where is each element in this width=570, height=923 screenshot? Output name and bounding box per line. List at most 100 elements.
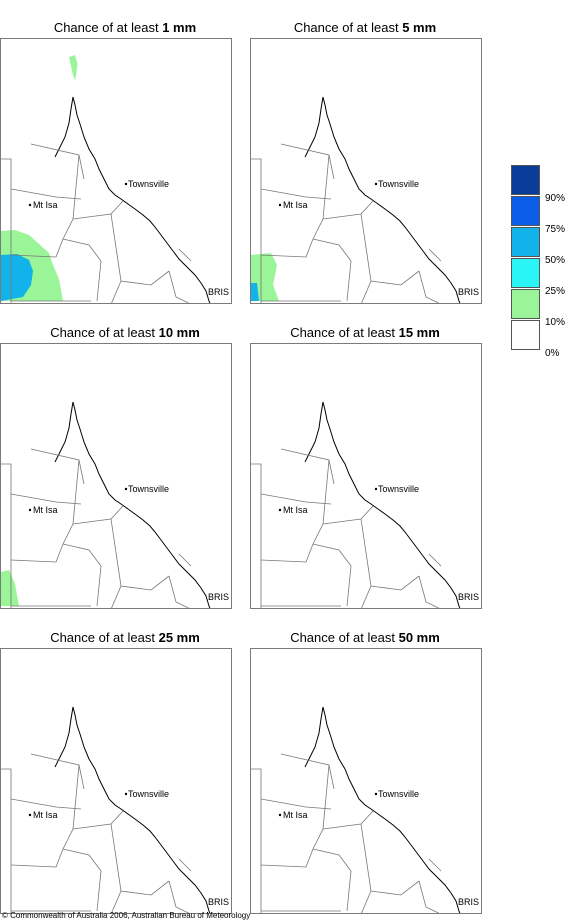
townsville-label: Townsville	[378, 484, 419, 494]
district-boundary	[178, 553, 192, 567]
coastline	[322, 706, 461, 913]
district-boundaries	[1, 753, 192, 913]
place-labels: Townsville Mt Isa BRIS	[28, 484, 229, 602]
map-frame: Townsville Mt Isa BRIS	[0, 648, 232, 914]
townsville-marker	[374, 792, 378, 796]
legend-swatch	[511, 196, 540, 226]
district-boundary	[361, 585, 372, 608]
coastline	[72, 96, 211, 303]
district-boundary	[260, 798, 332, 810]
map-frame: Townsville Mt Isa BRIS	[0, 38, 232, 304]
mt-isa-marker	[28, 203, 32, 207]
district-boundaries	[251, 448, 442, 608]
map-frame: Townsville Mt Isa BRIS	[0, 343, 232, 609]
district-boundary	[10, 188, 82, 200]
district-boundary	[280, 753, 335, 790]
district-boundary	[168, 270, 190, 303]
district-boundary	[361, 280, 372, 303]
district-boundaries	[251, 753, 442, 913]
ocean-area	[323, 649, 481, 913]
district-boundary	[110, 518, 170, 591]
gulf-coastline	[54, 706, 74, 768]
place-labels: Townsville Mt Isa BRIS	[28, 179, 229, 297]
rainfall-shading-25pct	[251, 253, 279, 301]
legend-label: 0%	[545, 348, 560, 359]
mt-isa-marker	[28, 813, 32, 817]
brisbane-label: BRIS	[208, 287, 229, 297]
district-boundaries	[1, 448, 192, 608]
brisbane-label: BRIS	[458, 897, 479, 907]
mt-isa-marker	[278, 813, 282, 817]
gulf-coastline	[304, 706, 324, 768]
gulf-coastline	[304, 401, 324, 463]
townsville-marker	[124, 487, 128, 491]
mt-isa-label: Mt Isa	[33, 200, 58, 210]
district-boundary	[418, 880, 440, 913]
district-boundary	[360, 213, 420, 286]
panel-title: Chance of at least 50 mm	[290, 630, 440, 645]
townsville-label: Townsville	[378, 179, 419, 189]
legend-swatch	[511, 320, 540, 350]
ocean-area	[73, 649, 231, 913]
rainfall-shading-25pct	[1, 570, 19, 606]
townsville-marker	[374, 487, 378, 491]
district-boundary	[72, 505, 124, 525]
legend-label: 25%	[545, 286, 566, 297]
district-boundary	[428, 553, 442, 567]
townsville-label: Townsville	[128, 484, 169, 494]
district-boundary	[312, 848, 352, 912]
map-frame: Townsville Mt Isa BRIS	[250, 648, 482, 914]
panel-title: Chance of at least 5 mm	[293, 20, 437, 35]
district-boundary	[280, 143, 335, 180]
brisbane-label: BRIS	[208, 592, 229, 602]
district-boundary	[111, 890, 122, 913]
district-boundaries	[251, 143, 442, 303]
panel-title: Chance of at least 10 mm	[50, 325, 200, 340]
district-boundary	[111, 585, 122, 608]
district-boundary	[360, 823, 420, 896]
mt-isa-label: Mt Isa	[283, 505, 308, 515]
mt-isa-marker	[278, 508, 282, 512]
district-boundary	[30, 753, 85, 790]
district-boundary	[361, 890, 372, 913]
coastline	[72, 401, 211, 608]
brisbane-label: BRIS	[458, 287, 479, 297]
rainfall-shading	[251, 253, 279, 301]
coastline	[322, 401, 461, 608]
legend-label: 50%	[545, 255, 566, 266]
map-frame: Townsville Mt Isa BRIS	[250, 343, 482, 609]
district-boundary	[72, 810, 124, 830]
mt-isa-label: Mt Isa	[283, 810, 308, 820]
map-frame: Townsville Mt Isa BRIS	[250, 38, 482, 304]
place-labels: Townsville Mt Isa BRIS	[278, 484, 479, 602]
ocean-area	[323, 344, 481, 608]
district-boundary	[428, 858, 442, 872]
legend-label: 10%	[545, 317, 566, 328]
legend-label: 75%	[545, 224, 566, 235]
brisbane-label: BRIS	[458, 592, 479, 602]
district-boundary	[178, 858, 192, 872]
legend-swatch	[511, 289, 540, 319]
gulf-coastline	[54, 401, 74, 463]
district-boundary	[251, 158, 262, 303]
queensland-map: Townsville Mt Isa BRIS	[251, 649, 481, 913]
district-boundary	[418, 270, 440, 303]
rainfall-shading-50pct	[251, 283, 259, 301]
place-labels: Townsville Mt Isa BRIS	[278, 789, 479, 907]
district-boundary	[251, 463, 262, 608]
mt-isa-label: Mt Isa	[33, 505, 58, 515]
district-boundary	[62, 543, 102, 607]
district-boundary	[322, 505, 374, 525]
queensland-map: Townsville Mt Isa BRIS	[1, 39, 231, 303]
gulf-coastline	[304, 96, 324, 158]
gulf-coastline	[54, 96, 74, 158]
district-boundary	[428, 248, 442, 262]
district-boundary	[418, 575, 440, 608]
mt-isa-label: Mt Isa	[33, 810, 58, 820]
district-boundary	[62, 848, 102, 912]
queensland-map: Townsville Mt Isa BRIS	[1, 344, 231, 608]
queensland-map: Townsville Mt Isa BRIS	[251, 39, 481, 303]
district-boundary	[1, 768, 12, 913]
mt-isa-marker	[28, 508, 32, 512]
district-boundary	[110, 213, 170, 286]
